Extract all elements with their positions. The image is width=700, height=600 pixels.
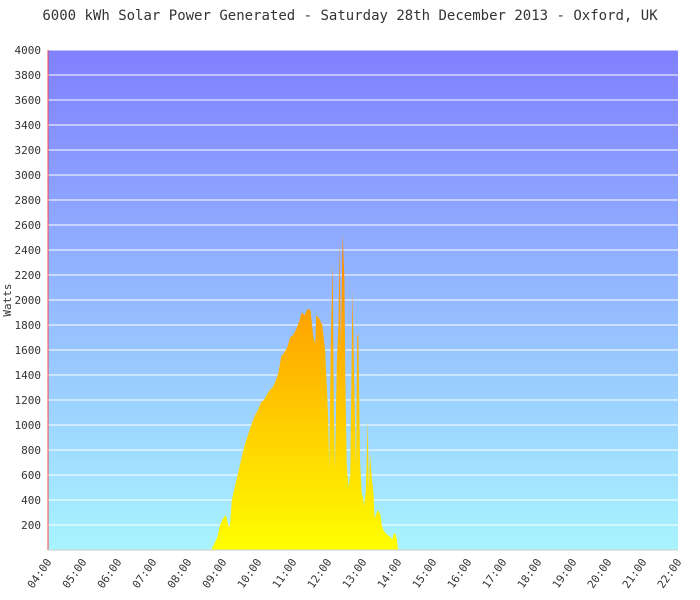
- axes: [47, 50, 678, 551]
- y-tick-label: 2000: [15, 294, 42, 307]
- chart-title: 6000 kWh Solar Power Generated - Saturda…: [42, 8, 658, 24]
- x-tick-label: 15:00: [410, 556, 440, 591]
- x-tick-label: 21:00: [620, 556, 650, 591]
- y-tick-label: 800: [21, 444, 41, 457]
- y-tick-label: 600: [21, 469, 41, 482]
- x-tick-label: 16:00: [445, 556, 475, 591]
- x-tick-label: 18:00: [515, 556, 545, 591]
- y-tick-label: 1000: [15, 419, 42, 432]
- y-tick-label: 2200: [15, 269, 42, 282]
- x-tick-label: 05:00: [60, 556, 90, 591]
- y-tick-label: 200: [21, 519, 41, 532]
- y-tick-label: 3600: [15, 94, 42, 107]
- x-tick-label: 09:00: [200, 556, 230, 591]
- y-tick-label: 3400: [15, 119, 42, 132]
- x-tick-label: 13:00: [340, 556, 370, 591]
- y-tick-label: 2400: [15, 244, 42, 257]
- y-tick-label: 1600: [15, 344, 42, 357]
- data-area-layer: [211, 233, 476, 551]
- y-tick-label: 3000: [15, 169, 42, 182]
- x-tick-label: 08:00: [165, 556, 195, 591]
- x-tick-label: 11:00: [270, 556, 300, 591]
- y-axis-label: Watts: [1, 283, 14, 316]
- y-tick-label: 3200: [15, 144, 42, 157]
- y-tick-label: 4000: [15, 44, 42, 57]
- x-tick-label: 06:00: [95, 556, 125, 591]
- x-tick-label: 19:00: [550, 556, 580, 591]
- x-tick-label: 04:00: [25, 556, 55, 591]
- y-tick-label: 3800: [15, 69, 42, 82]
- x-tick-label: 07:00: [130, 556, 160, 591]
- x-tick-label: 20:00: [585, 556, 615, 591]
- y-tick-label: 1200: [15, 394, 42, 407]
- y-tick-label: 1400: [15, 369, 42, 382]
- x-tick-label: 10:00: [235, 556, 265, 591]
- x-tick-label: 14:00: [375, 556, 405, 591]
- grid-lines: [48, 49, 678, 526]
- y-tick-label: 400: [21, 494, 41, 507]
- x-tick-label: 17:00: [480, 556, 510, 591]
- y-tick-label: 2800: [15, 194, 42, 207]
- power-area: [211, 233, 476, 551]
- x-tick-label: 12:00: [305, 556, 335, 591]
- y-tick-label: 1800: [15, 319, 42, 332]
- x-tick-labels: 04:00 05:00 06:00 07:00 08:00 09:00 10:00 11:00…: [25, 556, 685, 591]
- y-tick-labels: 200 400 600 800 1000 1200 1400 1600 1800 2000 2200…: [15, 44, 42, 532]
- x-tick-label: 22:00: [655, 556, 685, 591]
- y-tick-label: 2600: [15, 219, 42, 232]
